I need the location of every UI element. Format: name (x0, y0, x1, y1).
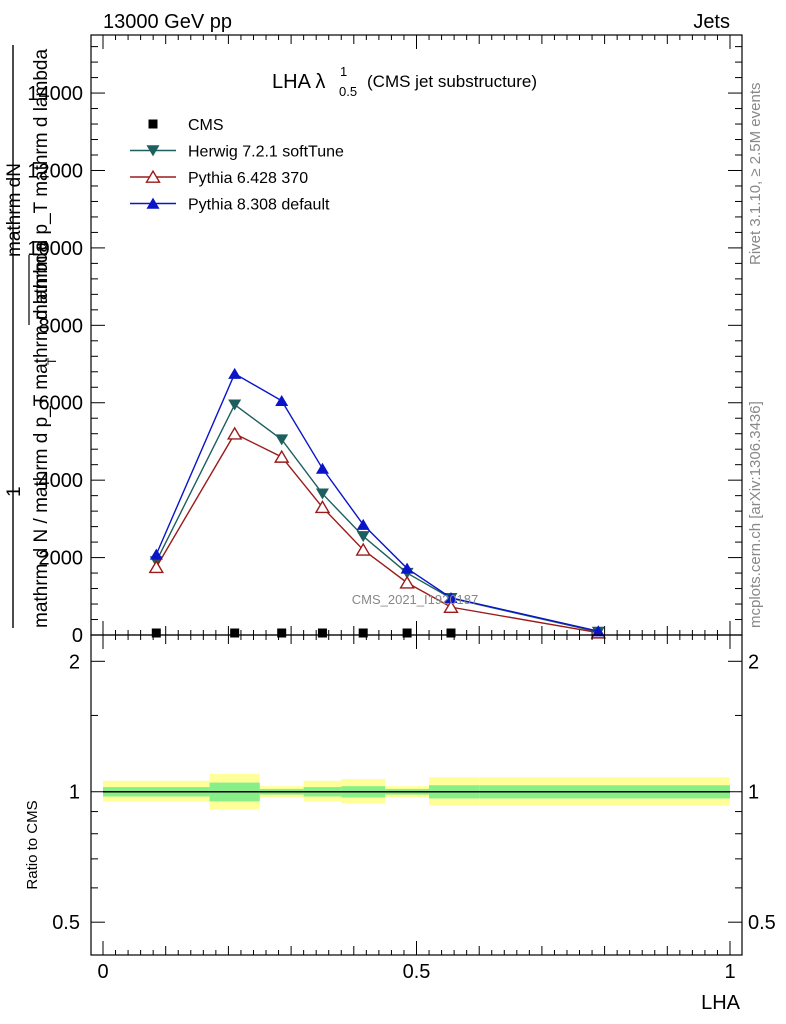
data-point-pythia-8-308-default (444, 591, 458, 604)
data-point-pythia-6-428-370 (399, 575, 415, 589)
data-point-cms (151, 628, 161, 638)
legend-label-pythia-6-428-370: Pythia 6.428 370 (188, 170, 308, 187)
ylabel-numerator-dpt: mathrm d p_T mathrm d lambda (31, 49, 52, 320)
ratio-bands (103, 773, 730, 810)
data-point-cms (317, 628, 327, 638)
y-tick-label: 2000 (39, 548, 84, 570)
y-tick-label: 0 (72, 625, 83, 647)
data-point-herwig-7-2-1-softtune (356, 531, 370, 543)
data-point-pythia-8-308-default (149, 548, 163, 560)
ratio-y-tick-label-right: 2 (748, 651, 759, 673)
title-subscript: 0.5 (339, 84, 357, 99)
x-tick-label: 1 (724, 961, 735, 983)
ratio-y-tick-label-right: 0.5 (748, 912, 776, 934)
series-line-herwig-7-2-1-softtune (155, 403, 599, 633)
header-energy: 13000 GeV pp (103, 11, 232, 33)
legend-label-pythia-8-308-default: Pythia 8.308 default (188, 197, 330, 214)
data-point-pythia-6-428-370 (273, 449, 290, 463)
main-ylabel: mathrm dN mathrm d p_T mathrm d lambda 1… (4, 49, 59, 628)
x-axis-label: LHA (701, 992, 741, 1014)
ratio-y-tick-label-right: 1 (748, 782, 759, 804)
data-point-pythia-8-308-default (591, 625, 605, 637)
data-point-cms (402, 628, 412, 638)
ylabel-one: 1 (4, 486, 25, 497)
ylabel-subscript-t: T (45, 357, 59, 365)
x-tick-label: 0 (97, 961, 108, 983)
analysis-watermark: CMS_2021_I1920187 (352, 592, 479, 607)
ylabel-denominator: mathrm d N / mathrm d p_T mathrm d lambd… (31, 241, 52, 628)
series-line-pythia-8-308-default (155, 372, 599, 632)
data-point-pythia-8-308-default (275, 394, 289, 407)
data-point-pythia-8-308-default (228, 367, 242, 379)
ratio-y-tick-label-left: 1 (69, 782, 80, 804)
y-tick-label: 12000 (27, 160, 83, 182)
data-point-pythia-8-308-default (315, 462, 329, 474)
data-point-pythia-6-428-370 (226, 426, 243, 440)
ylabel-numerator-dn: mathrm dN (4, 163, 25, 257)
data-point-pythia-6-428-370 (355, 542, 371, 556)
data-point-pythia-6-428-370 (443, 599, 459, 614)
data-point-pythia-8-308-default (400, 562, 414, 574)
legend-marker-pythia-6-428-370 (145, 169, 161, 183)
legend-label-cms: CMS (188, 117, 224, 134)
data-point-cms (358, 628, 368, 638)
y-tick-label: 8000 (39, 315, 84, 337)
header-category: Jets (693, 11, 730, 33)
data-point-herwig-7-2-1-softtune (275, 434, 289, 446)
title-main: LHA λ (272, 71, 325, 93)
series-line-pythia-6-428-370 (155, 432, 599, 634)
data-point-cms (230, 628, 240, 638)
rivet-version-text: Rivet 3.1.10, ≥ 2.5M events (747, 83, 764, 266)
y-tick-label: 6000 (39, 393, 84, 415)
legend-label-herwig-7-2-1-softtune: Herwig 7.2.1 softTune (188, 144, 344, 161)
data-point-pythia-6-428-370 (314, 500, 331, 514)
legend-marker-herwig-7-2-1-softtune (146, 145, 160, 157)
ratio-y-tick-label-left: 0.5 (52, 912, 80, 934)
x-tick-label: 0.5 (403, 961, 431, 983)
ratio-y-tick-label-left: 2 (69, 651, 80, 673)
data-point-herwig-7-2-1-softtune (228, 399, 242, 411)
title-superscript: 1 (340, 64, 347, 79)
ratio-panel: 0.5 0.5 1 1 2 2 0 0.5 1 (52, 634, 776, 983)
title-suffix: (CMS jet substructure) (367, 72, 537, 91)
data-point-cms (277, 628, 287, 638)
data-point-herwig-7-2-1-softtune (315, 488, 329, 500)
plot-title: LHA λ 1 0.5 (CMS jet substructure) (272, 64, 537, 99)
data-point-cms (446, 628, 456, 638)
y-tick-label: 4000 (39, 470, 84, 492)
data-point-pythia-6-428-370 (148, 560, 165, 574)
mcplots-reference-text: mcplots.cern.ch [arXiv:1306.3436] (747, 401, 764, 628)
legend: CMS Herwig 7.2.1 softTune Pythia 6.428 370… (130, 117, 344, 214)
legend-marker-pythia-8-308-default (146, 197, 160, 209)
ratio-ylabel: Ratio to CMS (24, 800, 41, 889)
data-point-pythia-8-308-default (356, 518, 370, 530)
y-tick-label: 10000 (27, 238, 83, 260)
y-tick-label: 14000 (27, 83, 83, 105)
main-panel: 0 2000 4000 6000 8000 10000 12000 14000 (27, 34, 743, 647)
legend-marker-cms (148, 119, 158, 129)
